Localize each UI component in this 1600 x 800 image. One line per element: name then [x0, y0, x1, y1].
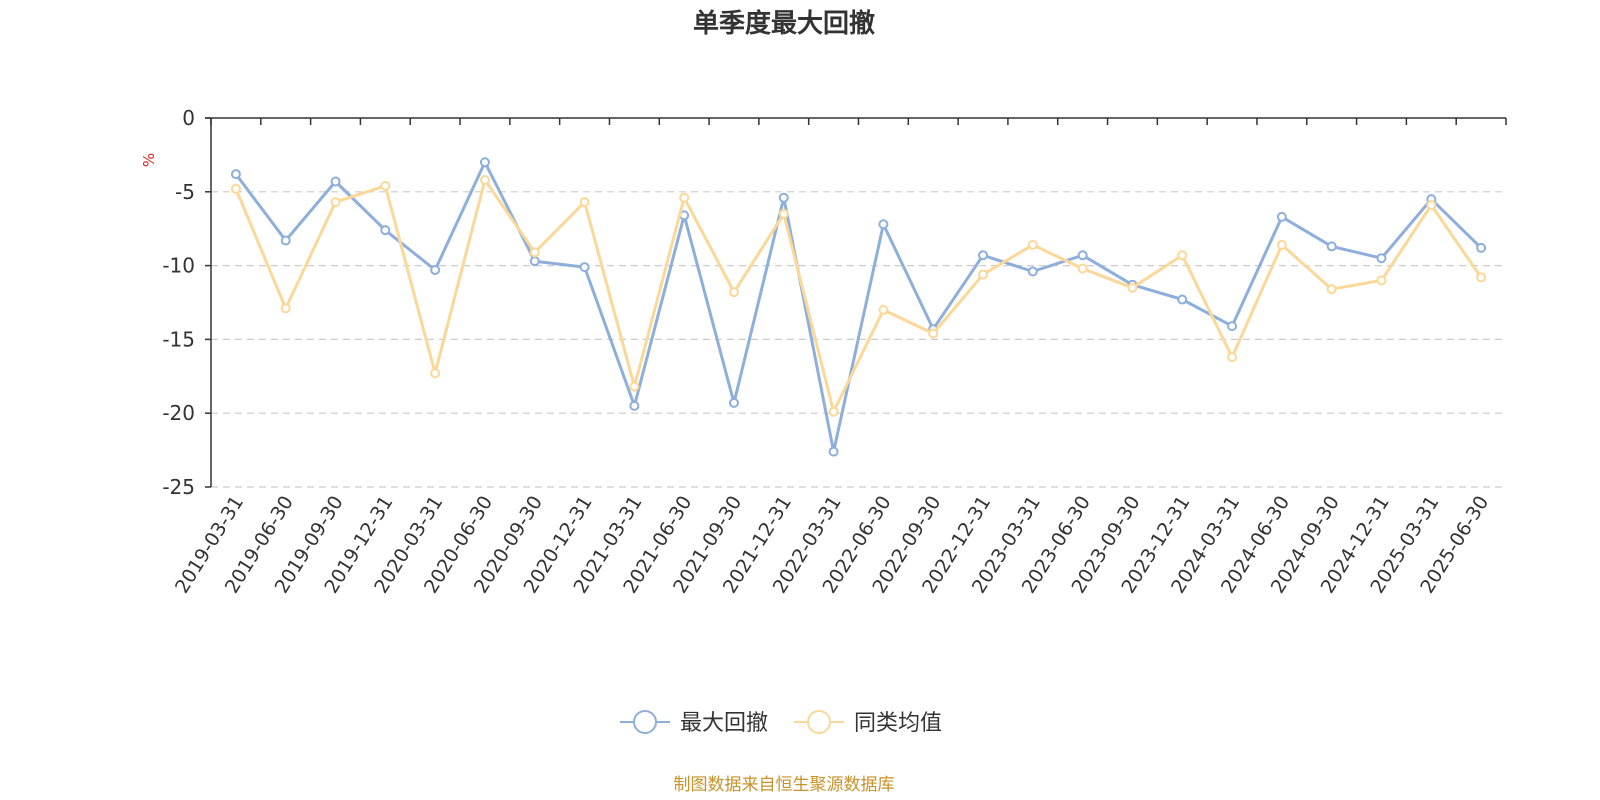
series-line — [234, 178, 1483, 414]
data-point — [1077, 263, 1088, 274]
series-2 — [230, 174, 1487, 417]
data-point — [679, 192, 690, 203]
data-point — [1227, 321, 1238, 332]
data-point — [1177, 294, 1188, 305]
data-point — [1027, 239, 1038, 250]
y-tick-label: -15 — [162, 327, 195, 351]
legend-item-2[interactable]: 同类均值 — [794, 710, 942, 736]
y-tick-label: -5 — [175, 180, 195, 204]
axes — [205, 117, 1506, 487]
data-point — [1077, 250, 1088, 261]
chart-title: 单季度最大回撤 — [693, 8, 875, 39]
data-point — [978, 250, 989, 261]
data-point — [728, 287, 739, 298]
legend-label: 最大回撤 — [680, 711, 768, 736]
data-point — [1127, 282, 1138, 293]
data-point — [430, 265, 441, 276]
legend-marker — [807, 710, 831, 734]
series-1 — [230, 157, 1487, 457]
data-point — [1476, 272, 1487, 283]
data-point — [828, 446, 839, 457]
data-point — [330, 176, 341, 187]
data-point — [778, 208, 789, 219]
y-axis-unit: % — [140, 153, 158, 167]
data-point — [1227, 352, 1238, 363]
series-line — [234, 160, 1483, 454]
legend-item-1[interactable]: 最大回撤 — [620, 710, 768, 736]
data-point — [529, 256, 540, 267]
data-point — [828, 406, 839, 417]
data-point — [529, 247, 540, 258]
data-source-note: 制图数据来自恒生聚源数据库 — [674, 775, 895, 795]
data-point — [1027, 266, 1038, 277]
y-axis-ticks: 0 -5 -10 -15 -20 -25 — [162, 106, 211, 499]
data-point — [280, 235, 291, 246]
legend[interactable]: 最大回撤 同类均值 — [620, 710, 942, 736]
data-point — [479, 157, 490, 168]
y-tick-label: 0 — [182, 106, 195, 130]
data-point — [1476, 242, 1487, 253]
data-point — [380, 180, 391, 191]
series-lines — [230, 157, 1487, 457]
data-point — [1376, 253, 1387, 264]
legend-label: 同类均值 — [854, 711, 942, 736]
data-point — [280, 303, 291, 314]
data-point — [629, 381, 640, 392]
data-point — [878, 219, 889, 230]
data-point — [629, 400, 640, 411]
data-point — [1376, 275, 1387, 286]
data-point — [878, 304, 889, 315]
data-point — [1276, 211, 1287, 222]
data-point — [1426, 200, 1437, 211]
data-point — [230, 183, 241, 194]
y-tick-label: -25 — [162, 475, 195, 499]
y-tick-label: -10 — [162, 254, 195, 278]
data-point — [230, 169, 241, 180]
data-point — [928, 328, 939, 339]
data-point — [778, 192, 789, 203]
data-point — [1177, 250, 1188, 261]
data-point — [1326, 284, 1337, 295]
data-point — [1326, 241, 1337, 252]
data-point — [728, 397, 739, 408]
data-point — [430, 368, 441, 379]
legend-marker — [633, 710, 657, 734]
y-tick-label: -20 — [162, 401, 195, 425]
data-point — [479, 174, 490, 185]
data-point — [579, 262, 590, 273]
data-point — [330, 197, 341, 208]
data-point — [380, 225, 391, 236]
data-point — [978, 269, 989, 280]
data-point — [1276, 239, 1287, 250]
data-point — [579, 197, 590, 208]
